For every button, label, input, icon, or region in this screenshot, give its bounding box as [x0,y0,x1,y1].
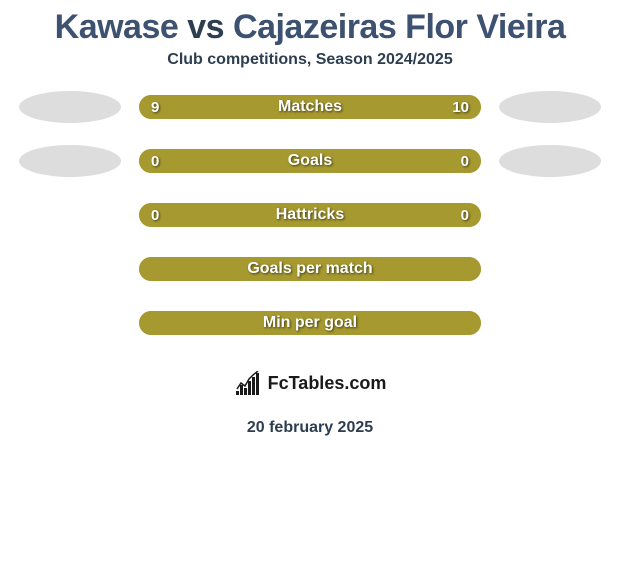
stat-row: 9 Matches 10 [0,91,620,123]
stats-list: 9 Matches 10 0 Goals 0 0 Hattricks 0 Goals per ma… [0,91,620,339]
stat-bar: 0 Hattricks 0 [139,203,481,227]
stat-row: 0 Goals 0 [0,145,620,177]
logo-box: FcTables.com [203,361,417,405]
stat-bar-fill-right [310,149,481,173]
player1-name: Kawase [55,8,179,46]
stat-bar: 0 Goals 0 [139,149,481,173]
stat-left-value: 0 [151,153,159,170]
stat-row: 0 Hattricks 0 [0,199,620,231]
subtitle: Club competitions, Season 2024/2025 [0,51,620,91]
stat-label: Goals [288,152,332,170]
stat-bar: Min per goal [139,311,481,335]
stat-bar-fill-left [139,95,300,119]
stat-row: Min per goal [0,307,620,339]
date-text: 20 february 2025 [0,419,620,437]
stat-bar: 9 Matches 10 [139,95,481,119]
comparison-infographic: Kawase vs Cajazeiras Flor Vieira Club co… [0,0,620,580]
stat-label: Hattricks [276,206,344,224]
player2-avatar-oval [499,145,601,177]
stat-label: Min per goal [263,314,357,332]
stat-bar-fill-left [139,149,310,173]
stat-label: Goals per match [247,260,372,278]
stat-right-value: 0 [461,153,469,170]
stat-left-value: 9 [151,99,159,116]
stat-right-value: 0 [461,207,469,224]
logo-text: FcTables.com [268,373,387,394]
player1-avatar-oval [19,91,121,123]
player2-avatar-oval [499,91,601,123]
logo-chart-icon [234,371,264,395]
stat-bar: Goals per match [139,257,481,281]
page-title: Kawase vs Cajazeiras Flor Vieira [0,0,620,51]
stat-right-value: 10 [452,99,469,116]
player2-name: Cajazeiras Flor Vieira [233,8,565,46]
player1-avatar-oval [19,145,121,177]
vs-text: vs [187,8,224,46]
stat-row: Goals per match [0,253,620,285]
stat-left-value: 0 [151,207,159,224]
stat-label: Matches [278,98,342,116]
